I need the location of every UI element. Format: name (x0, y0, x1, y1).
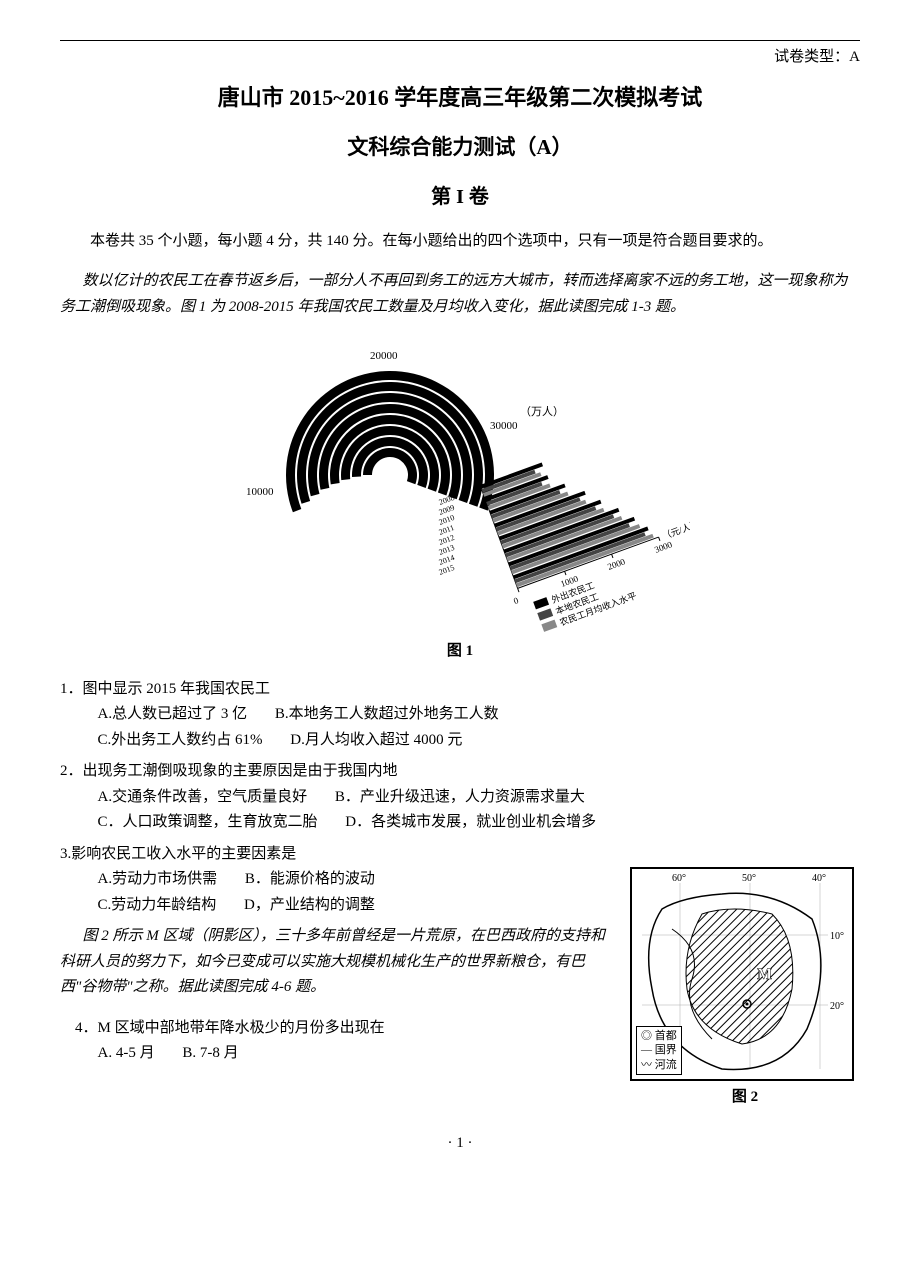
svg-text:（元/人）: （元/人） (661, 519, 690, 542)
svg-text:10°: 10° (830, 931, 844, 942)
intro-text: 本卷共 35 个小题，每小题 4 分，共 140 分。在每小题给出的四个选项中，… (60, 229, 860, 255)
legend-border: 国界 (655, 1044, 677, 1056)
q4-opt-b: B. 7-8 月 (182, 1041, 238, 1067)
svg-text:20°: 20° (830, 1001, 844, 1012)
svg-text:20000: 20000 (370, 350, 398, 362)
figure-1-container: 100002000030000（万人）200820092010201120122… (60, 335, 860, 665)
legend-river: 河流 (655, 1059, 677, 1071)
q2-opt-a: A.交通条件改善，空气质量良好 (98, 785, 308, 811)
figure-2-label: 图 2 (630, 1085, 860, 1111)
svg-text:（万人）: （万人） (520, 405, 564, 418)
q3-opt-b: B．能源价格的波动 (245, 867, 375, 893)
legend-capital-symbol: ◎ (641, 1030, 655, 1042)
q2-stem: 2．出现务工潮倒吸现象的主要原因是由于我国内地 (60, 759, 860, 785)
q1-opt-b: B.本地务工人数超过外地务工人数 (275, 702, 499, 728)
title-main: 唐山市 2015~2016 学年度高三年级第二次模拟考试 (60, 79, 860, 116)
svg-text:60°: 60° (672, 873, 686, 884)
section-label: 第 I 卷 (60, 180, 860, 214)
q4-opt-a: A. 4-5 月 (98, 1041, 155, 1067)
legend-river-symbol: 〰 (641, 1059, 655, 1071)
svg-text:0: 0 (512, 595, 520, 606)
q1-opt-a: A.总人数已超过了 3 亿 (98, 702, 248, 728)
legend-border-symbol: — (641, 1044, 655, 1056)
legend-capital: 首都 (655, 1030, 677, 1042)
svg-text:2000: 2000 (606, 556, 627, 572)
q3-opt-a: A.劳动力市场供需 (98, 867, 218, 893)
q1-stem: 1．图中显示 2015 年我国农民工 (60, 677, 860, 703)
figure-2-legend: ◎ 首都 — 国界 〰 河流 (636, 1026, 682, 1075)
q2-opt-c: C．人口政策调整，生育放宽二胎 (98, 810, 318, 836)
q1-opt-d: D.月人均收入超过 4000 元 (290, 728, 462, 754)
figure-2-container: 60° 50° 40° 10° 20° M ◎ 首都 — 国界 〰 河流 图 2 (630, 867, 860, 1111)
passage-1: 数以亿计的农民工在春节返乡后，一部分人不再回到务工的远方大城市，转而选择离家不远… (60, 269, 860, 320)
svg-text:M: M (757, 966, 772, 983)
svg-text:50°: 50° (742, 873, 756, 884)
q2-opt-d: D．各类城市发展，就业创业机会增多 (345, 810, 596, 836)
title-sub: 文科综合能力测试（A） (60, 130, 860, 166)
page-number: · 1 · (60, 1131, 860, 1157)
figure-1-chart: 100002000030000（万人）200820092010201120122… (230, 335, 690, 635)
svg-text:40°: 40° (812, 873, 826, 884)
q1-options: A.总人数已超过了 3 亿 B.本地务工人数超过外地务工人数 C.外出务工人数约… (60, 702, 860, 753)
q1-opt-c: C.外出务工人数约占 61% (98, 728, 263, 754)
q3-opt-c: C.劳动力年龄结构 (98, 893, 217, 919)
q2-options: A.交通条件改善，空气质量良好 B．产业升级迅速，人力资源需求量大 C．人口政策… (60, 785, 860, 836)
header-rule (60, 40, 860, 41)
svg-text:10000: 10000 (246, 486, 274, 498)
q2-opt-b: B．产业升级迅速，人力资源需求量大 (335, 785, 585, 811)
paper-type: 试卷类型：A (60, 45, 860, 71)
figure-1-label: 图 1 (60, 639, 860, 665)
q3-stem: 3.影响农民工收入水平的主要因素是 (60, 842, 860, 868)
q3-opt-d: D，产业结构的调整 (244, 893, 375, 919)
svg-text:30000: 30000 (490, 420, 518, 432)
